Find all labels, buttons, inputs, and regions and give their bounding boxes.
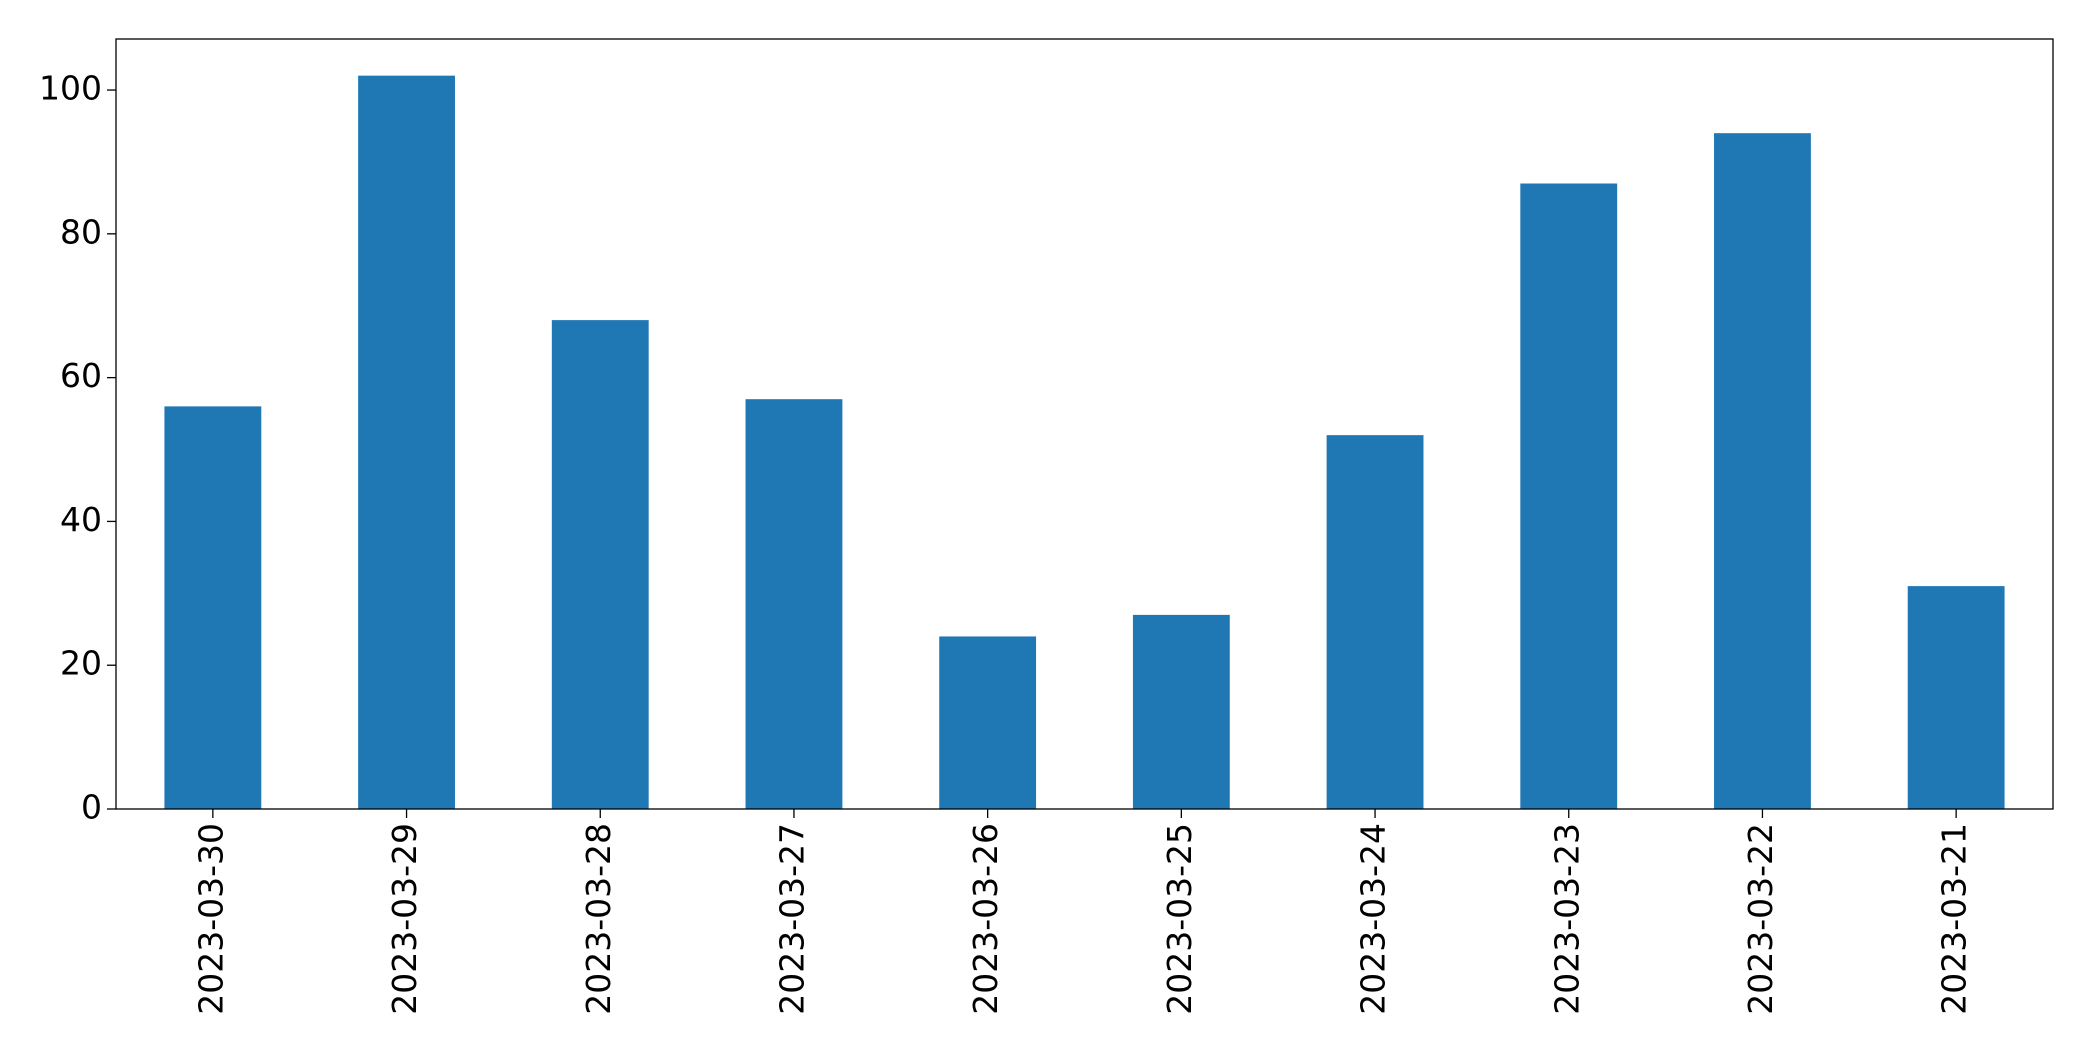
bar xyxy=(745,399,843,809)
x-tick-label: 2023-03-27 xyxy=(772,823,811,1015)
x-tick-label: 2023-03-28 xyxy=(579,823,618,1015)
plot-frame xyxy=(115,38,2054,810)
bar xyxy=(1907,586,2005,809)
x-tick-label: 2023-03-30 xyxy=(191,823,230,1015)
y-tick-label: 80 xyxy=(60,212,102,251)
bar xyxy=(939,636,1037,809)
x-tick-label: 2023-03-22 xyxy=(1741,823,1780,1015)
x-tick-label: 2023-03-29 xyxy=(385,823,424,1015)
bar xyxy=(358,75,455,809)
x-tick-label: 2023-03-24 xyxy=(1354,823,1393,1015)
y-tick-label: 0 xyxy=(81,788,102,827)
y-tick-label: 40 xyxy=(60,500,102,539)
bar xyxy=(1520,183,1618,809)
y-tick-label: 100 xyxy=(39,69,102,108)
x-tick-label: 2023-03-23 xyxy=(1547,823,1586,1015)
x-tick-label: 2023-03-21 xyxy=(1935,823,1974,1015)
x-tick-label: 2023-03-26 xyxy=(966,823,1005,1015)
y-tick-label: 20 xyxy=(60,644,102,683)
bar xyxy=(1326,435,1424,809)
bar xyxy=(1132,614,1230,809)
y-tick-label: 60 xyxy=(60,356,102,395)
bar xyxy=(551,320,649,809)
bar xyxy=(164,406,262,809)
x-tick-label: 2023-03-25 xyxy=(1160,823,1199,1015)
bar xyxy=(1714,133,1811,810)
